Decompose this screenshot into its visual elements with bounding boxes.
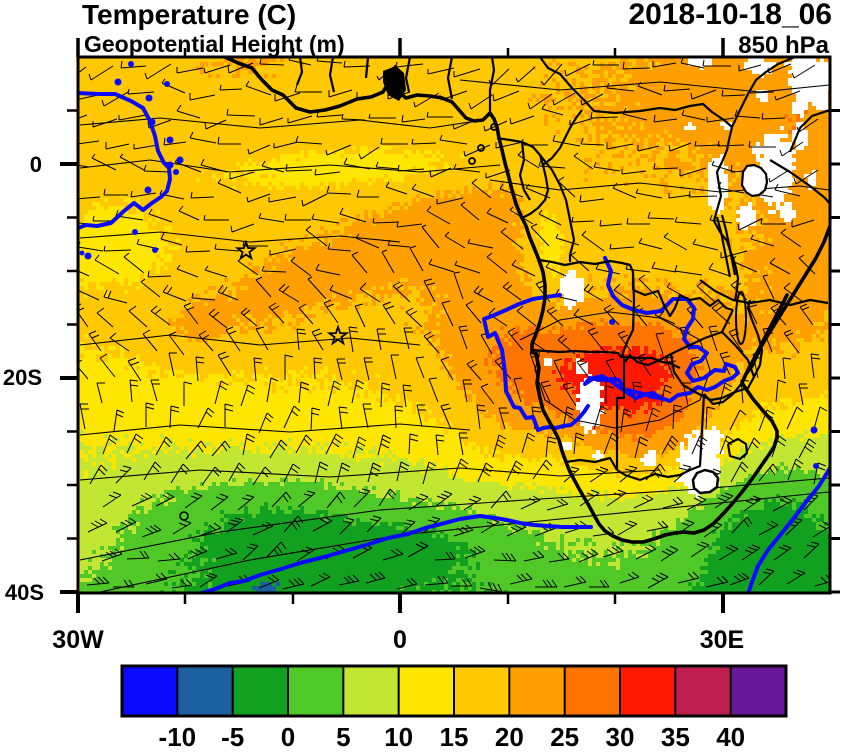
svg-text:5: 5 bbox=[336, 722, 350, 750]
svg-text:0: 0 bbox=[30, 152, 42, 177]
svg-text:20S: 20S bbox=[3, 365, 42, 390]
svg-text:40S: 40S bbox=[5, 580, 44, 605]
svg-text:30W: 30W bbox=[52, 626, 104, 654]
svg-text:15: 15 bbox=[440, 722, 469, 750]
svg-text:-10: -10 bbox=[159, 722, 197, 750]
svg-text:Temperature (C): Temperature (C) bbox=[82, 0, 296, 30]
svg-text:30E: 30E bbox=[700, 626, 744, 654]
svg-text:40: 40 bbox=[716, 722, 745, 750]
svg-text:0: 0 bbox=[281, 722, 295, 750]
svg-text:850 hPa: 850 hPa bbox=[738, 32, 829, 59]
svg-text:Geopotential Height (m): Geopotential Height (m) bbox=[84, 31, 345, 57]
svg-text:2018-10-18_06: 2018-10-18_06 bbox=[628, 0, 832, 31]
svg-text:-5: -5 bbox=[221, 722, 244, 750]
svg-text:10: 10 bbox=[384, 722, 413, 750]
svg-text:35: 35 bbox=[661, 722, 690, 750]
svg-text:25: 25 bbox=[550, 722, 579, 750]
svg-text:20: 20 bbox=[495, 722, 524, 750]
svg-text:30: 30 bbox=[606, 722, 635, 750]
svg-text:0: 0 bbox=[393, 626, 407, 654]
